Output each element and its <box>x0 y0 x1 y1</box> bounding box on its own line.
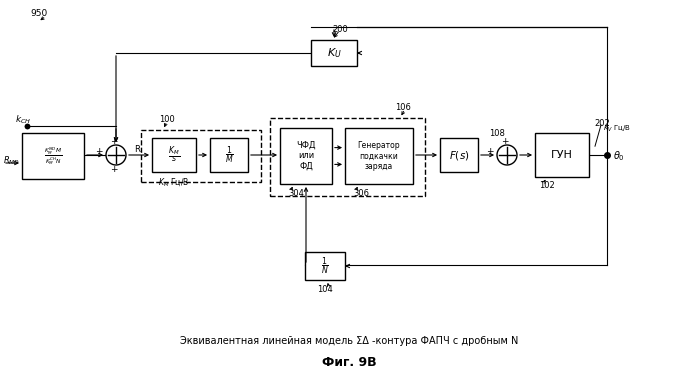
Bar <box>210 138 248 172</box>
Bar <box>535 133 589 177</box>
Text: $k_{CH}$: $k_{CH}$ <box>15 114 31 126</box>
Text: 102: 102 <box>539 181 555 190</box>
Text: 950: 950 <box>30 9 48 18</box>
Bar <box>305 252 345 280</box>
Text: 100: 100 <box>159 115 175 124</box>
Text: 202: 202 <box>594 118 610 127</box>
Circle shape <box>497 145 517 165</box>
Text: $K_V$ Гц/В: $K_V$ Гц/В <box>603 124 631 134</box>
Text: $\theta_0$: $\theta_0$ <box>613 149 625 163</box>
Text: 306: 306 <box>353 188 369 197</box>
Text: 200: 200 <box>332 25 347 34</box>
Text: +: + <box>487 147 494 156</box>
Text: Эквивалентная линейная модель ΣΔ -контура ФАПЧ с дробным N: Эквивалентная линейная модель ΣΔ -контур… <box>180 336 519 346</box>
Bar <box>345 128 413 184</box>
Text: +: + <box>110 136 117 145</box>
Text: Генератор
подкачки
заряда: Генератор подкачки заряда <box>358 141 401 171</box>
Text: ГУН: ГУН <box>551 150 573 160</box>
Text: Фиг. 9В: Фиг. 9В <box>322 357 377 369</box>
Text: $F(s)$: $F(s)$ <box>449 149 469 161</box>
Text: $R_{MD}$: $R_{MD}$ <box>3 155 20 167</box>
Text: +: + <box>501 136 509 145</box>
Bar <box>270 118 425 196</box>
Text: 304: 304 <box>288 188 304 197</box>
Text: R: R <box>134 145 140 154</box>
Text: ЧФД
или
ФД: ЧФД или ФД <box>296 141 316 171</box>
Circle shape <box>106 145 126 165</box>
Text: $K_M$ Гц/В: $K_M$ Гц/В <box>159 176 189 188</box>
Bar <box>280 128 332 184</box>
Text: $\frac{1}{M}$: $\frac{1}{M}$ <box>224 144 233 166</box>
Bar <box>22 133 84 179</box>
Text: $\frac{K_M^{MD}M}{K_M^{CH}N}$: $\frac{K_M^{MD}M}{K_M^{CH}N}$ <box>44 145 62 167</box>
Text: 106: 106 <box>395 104 411 113</box>
Text: $K_U$: $K_U$ <box>326 46 341 60</box>
Text: $\frac{1}{N}$: $\frac{1}{N}$ <box>321 255 329 277</box>
Bar <box>141 130 261 182</box>
Text: 108: 108 <box>489 129 505 138</box>
Text: 104: 104 <box>317 285 333 294</box>
Bar <box>311 40 357 66</box>
Text: +: + <box>96 147 103 156</box>
Bar <box>152 138 196 172</box>
Text: $\frac{K_M}{s}$: $\frac{K_M}{s}$ <box>168 144 180 166</box>
Text: +: + <box>110 165 117 174</box>
Bar <box>440 138 478 172</box>
